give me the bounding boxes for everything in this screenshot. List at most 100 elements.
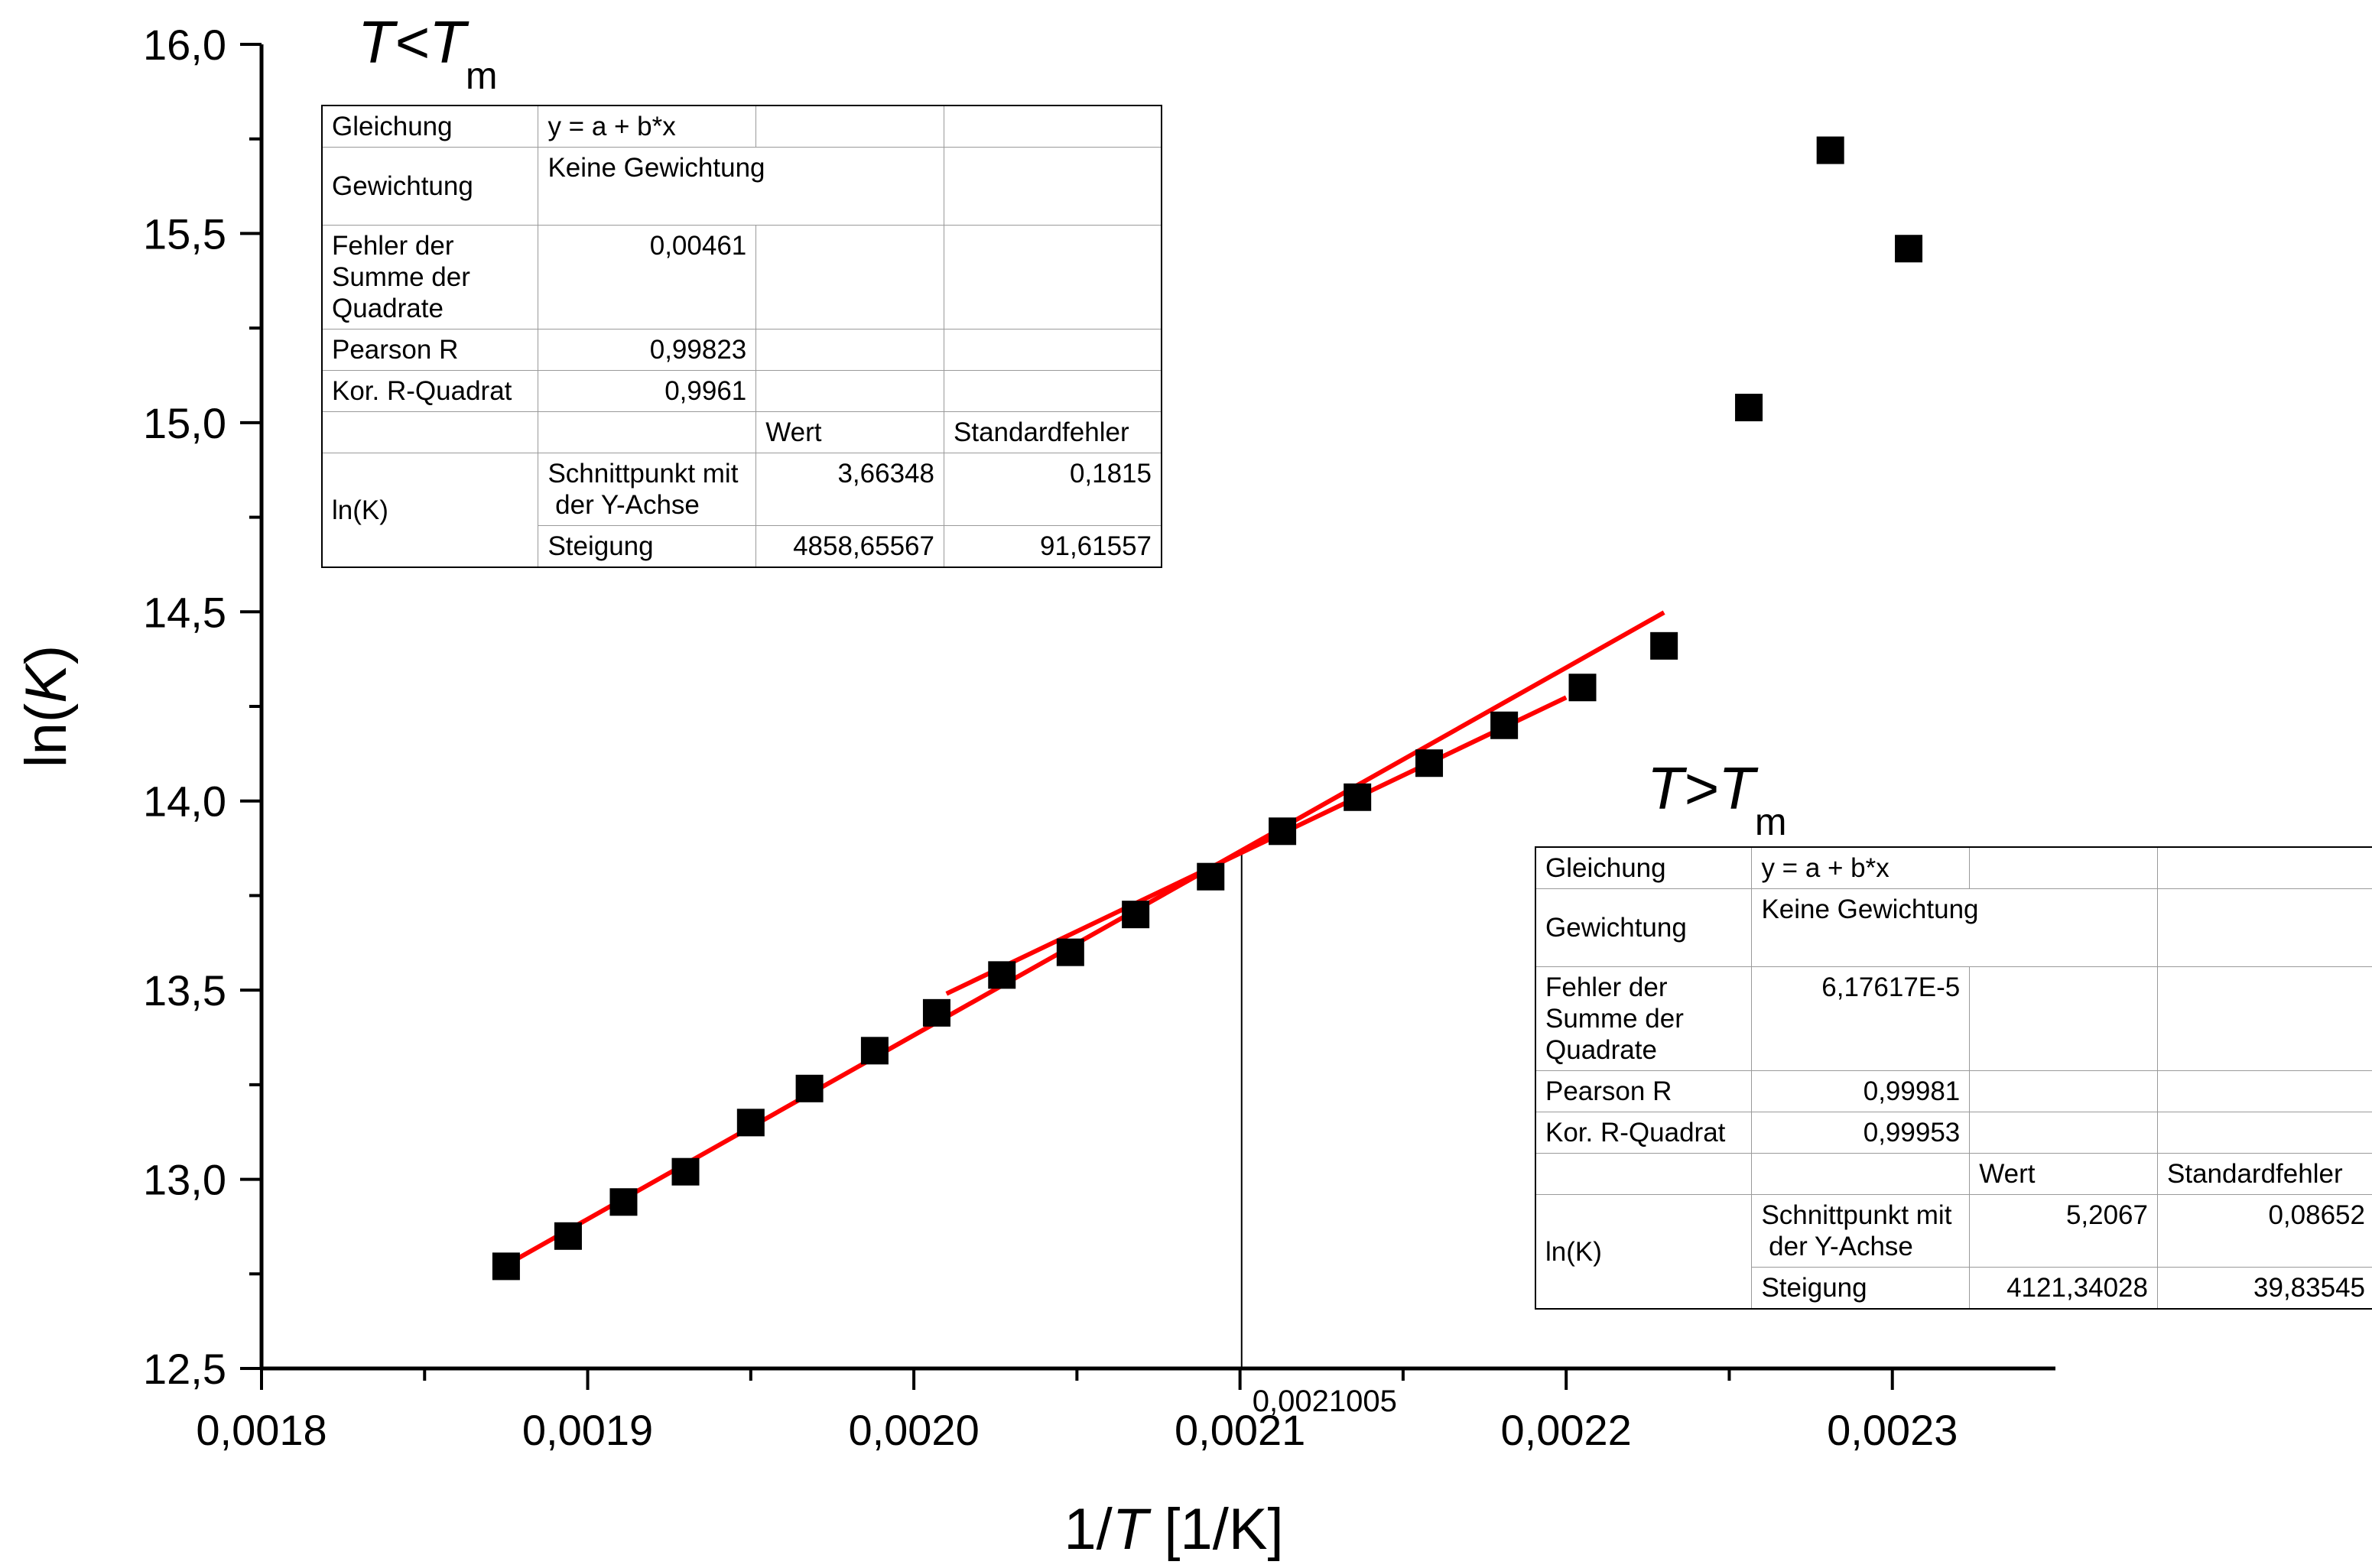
x-tick-label: 0,0021 — [1175, 1406, 1305, 1454]
table-cell: 0,9961 — [538, 370, 757, 412]
x-axis-title: 1/T [1/K] — [1064, 1497, 1283, 1562]
table-row: Steigung 4121,34028 39,83545 — [1535, 1267, 2372, 1310]
table-cell: Schnittpunkt mit der Y-Achse — [1751, 1194, 1971, 1268]
table-cell: 0,99953 — [1751, 1112, 1971, 1154]
fehler-label-3: Quadrate — [1545, 1035, 1657, 1065]
table-cell: Gewichtung — [321, 147, 539, 226]
table-cell — [321, 411, 539, 453]
table-cell: Wert — [755, 411, 944, 453]
data-point — [736, 1109, 765, 1137]
table-cell — [944, 225, 1162, 330]
table-row: Pearson R 0,99981 — [1535, 1070, 2372, 1112]
y-tick-label: 14,0 — [143, 778, 226, 826]
table-cell — [1969, 1070, 2158, 1112]
table-cell — [944, 329, 1162, 371]
table-row: Fehler der Summe der Quadrate 0,00461 — [321, 225, 1162, 330]
table-cell: Gewichtung — [1535, 888, 1753, 967]
data-point — [1344, 783, 1372, 811]
table-cell — [944, 147, 1162, 226]
table-cell: Keine Gewichtung — [1751, 888, 2158, 967]
table-cell — [944, 105, 1162, 148]
x-tick-label: 0,0023 — [1827, 1406, 1958, 1454]
y-tick-label: 13,0 — [143, 1156, 226, 1204]
table-cell: Kor. R-Quadrat — [321, 370, 539, 412]
data-point — [1895, 235, 1923, 263]
table-cell — [2157, 888, 2372, 967]
table-cell — [2157, 1070, 2372, 1112]
table-cell — [1969, 1112, 2158, 1154]
fehler-label-1: Fehler der — [1545, 972, 1668, 1002]
table-cell: 3,66348 — [755, 453, 944, 526]
table-cell: Kor. R-Quadrat — [1535, 1112, 1753, 1154]
table-cell: Pearson R — [1535, 1070, 1753, 1112]
table-cell: 0,99981 — [1751, 1070, 1971, 1112]
table-row: Gleichung y = a + b*x — [1535, 846, 2372, 889]
table-cell: 4858,65567 — [755, 525, 944, 568]
fit-table-high: Gleichung y = a + b*x Gewichtung Keine G… — [1535, 846, 2372, 1310]
table-row: Wert Standardfehler — [321, 411, 1162, 453]
table-cell: Pearson R — [321, 329, 539, 371]
chart-labels: 1/T [1/K] ln(K) 0,0021005 T<Tm T>Tm — [14, 8, 1787, 1562]
data-point — [860, 1037, 889, 1065]
table-cell — [1969, 966, 2158, 1071]
table-cell: Fehler der Summe der Quadrate — [321, 225, 539, 330]
table-cell: Schnittpunkt mit der Y-Achse — [538, 453, 757, 526]
data-point — [1415, 749, 1444, 778]
table-cell — [2157, 846, 2372, 889]
intercept-label-1: Schnittpunkt mit — [548, 459, 739, 489]
table-cell: 0,1815 — [944, 453, 1162, 526]
x-tick-label: 0,0018 — [196, 1406, 327, 1454]
table-cell: Gleichung — [1535, 846, 1753, 889]
table-cell: Gleichung — [321, 105, 539, 148]
table-row: Gewichtung Keine Gewichtung — [321, 147, 1162, 226]
table-cell — [944, 370, 1162, 412]
table-cell: Keine Gewichtung — [538, 147, 944, 226]
intercept-label-2: der Y-Achse — [1761, 1232, 1913, 1261]
data-point — [795, 1074, 824, 1102]
table-row: Gleichung y = a + b*x — [321, 105, 1162, 148]
table-cell: Wert — [1969, 1153, 2158, 1195]
data-points — [492, 136, 1923, 1281]
table-cell — [755, 105, 944, 148]
table-cell: Standardfehler — [2157, 1153, 2372, 1195]
table-row: Wert Standardfehler — [1535, 1153, 2372, 1195]
table-cell: Fehler der Summe der Quadrate — [1535, 966, 1753, 1071]
region-label-low: T<Tm — [358, 8, 498, 97]
data-point — [1650, 631, 1678, 660]
table-row: ln(K) Schnittpunkt mit der Y-Achse 3,663… — [321, 453, 1162, 568]
table-cell: 5,2067 — [1969, 1194, 2158, 1268]
fit-table-low: Gleichung y = a + b*x Gewichtung Keine G… — [321, 105, 1162, 568]
data-point — [1816, 136, 1844, 164]
table-row: Gewichtung Keine Gewichtung — [1535, 888, 2372, 967]
y-tick-label: 12,5 — [143, 1345, 226, 1393]
table-row: Fehler der Summe der Quadrate 6,17617E-5 — [1535, 966, 2372, 1071]
table-cell: 4121,34028 — [1969, 1267, 2158, 1310]
y-tick-label: 13,5 — [143, 966, 226, 1014]
axes: 0,0018 0,0019 0,0020 0,0021 0,0022 0,0023 12,5… — [143, 21, 2055, 1454]
table-cell: ln(K) — [321, 453, 539, 568]
data-point — [1056, 938, 1084, 966]
table-cell: 0,08652 — [2157, 1194, 2372, 1268]
table-cell — [755, 225, 944, 330]
table-cell — [538, 411, 757, 453]
table-cell — [1751, 1153, 1971, 1195]
table-cell: 6,17617E-5 — [1751, 966, 1971, 1071]
table-row: Kor. R-Quadrat 0,99953 — [1535, 1112, 2372, 1154]
data-point — [1269, 817, 1297, 846]
fit-lines — [505, 610, 1665, 1268]
data-point — [988, 961, 1016, 989]
table-cell — [2157, 1112, 2372, 1154]
fehler-label-3: Quadrate — [332, 294, 444, 323]
intercept-label-1: Schnittpunkt mit — [1761, 1200, 1952, 1230]
data-point — [1568, 674, 1597, 702]
table-cell — [755, 329, 944, 371]
region-label-high: T>Tm — [1647, 755, 1787, 843]
fit-line — [505, 610, 1665, 1268]
fehler-label-2: Summe der — [332, 262, 470, 292]
y-tick-label: 14,5 — [143, 588, 226, 636]
data-point — [1735, 394, 1763, 422]
fehler-label-2: Summe der — [1545, 1004, 1684, 1034]
data-point — [1490, 711, 1519, 739]
fehler-label-1: Fehler der — [332, 231, 454, 261]
table-cell — [2157, 966, 2372, 1071]
